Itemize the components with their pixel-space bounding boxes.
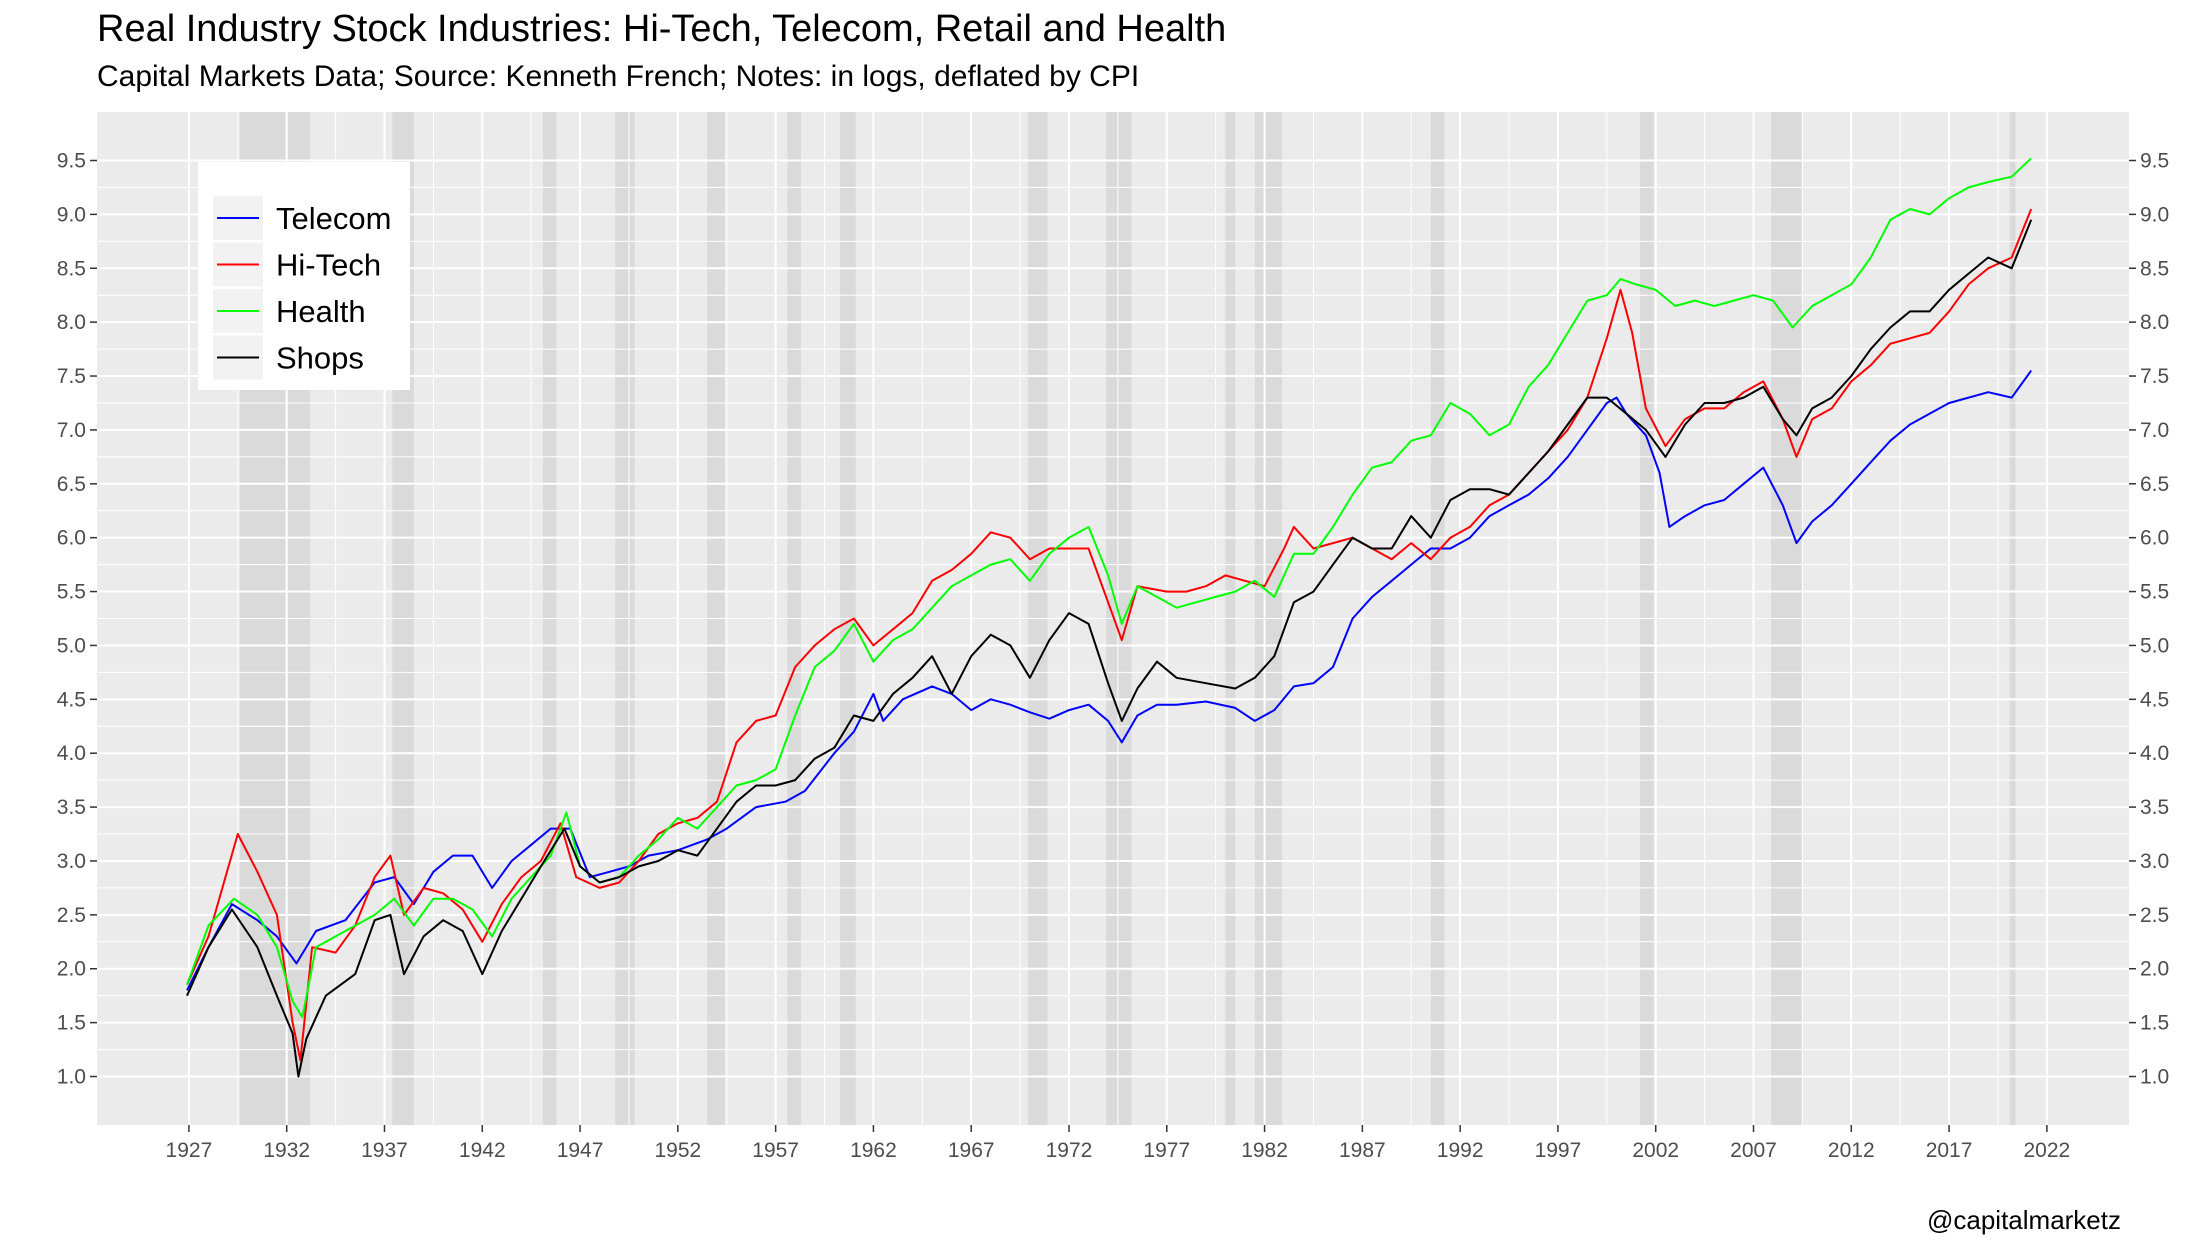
y-tick-label-right-2: 2.0 — [2140, 958, 2169, 981]
x-tick-label-11: 1982 — [1241, 1139, 1288, 1162]
y-tick-label-left-2: 2.0 — [57, 958, 86, 981]
y-tick-label-right-0: 1.0 — [2140, 1066, 2169, 1089]
chart-title: Real Industry Stock Industries: Hi-Tech,… — [97, 8, 1227, 50]
x-tick-label-1: 1932 — [263, 1139, 310, 1162]
legend: Telecom Hi-Tech Health Shops — [198, 162, 410, 390]
y-tick-label-right-4: 3.0 — [2140, 850, 2169, 873]
y-tick-label-right-13: 7.5 — [2140, 365, 2169, 388]
y-tick-label-right-12: 7.0 — [2140, 419, 2169, 442]
y-tick-label-right-17: 9.5 — [2140, 149, 2169, 172]
legend-label-health: Health — [276, 294, 366, 329]
x-tick-label-8: 1967 — [948, 1139, 995, 1162]
series-line-shops — [186, 219, 2033, 1078]
y-tick-label-right-14: 8.0 — [2140, 311, 2169, 334]
y-tick-label-left-9: 5.5 — [57, 581, 86, 604]
y-tick-label-left-3: 2.5 — [57, 904, 86, 927]
chart-subtitle: Capital Markets Data; Source: Kenneth Fr… — [97, 60, 1140, 93]
x-tick-label-0: 1927 — [166, 1139, 213, 1162]
legend-label-telecom: Telecom — [276, 201, 391, 236]
x-tick-label-19: 2022 — [2024, 1139, 2071, 1162]
grid-major — [97, 112, 2129, 1125]
y-tick-label-left-16: 9.0 — [57, 203, 86, 226]
axes: 1927 1932 1937 1942 1947 1952 1957 1962 1967 1972… — [57, 149, 2169, 1162]
x-tick-label-18: 2017 — [1926, 1139, 1973, 1162]
y-tick-label-right-9: 5.5 — [2140, 581, 2169, 604]
x-tick-label-4: 1947 — [557, 1139, 604, 1162]
y-tick-label-left-12: 7.0 — [57, 419, 86, 442]
y-tick-label-left-5: 3.5 — [57, 796, 86, 819]
y-tick-label-left-7: 4.5 — [57, 688, 86, 711]
y-tick-label-right-5: 3.5 — [2140, 796, 2169, 819]
series-line-hi-tech — [186, 208, 2033, 1062]
y-tick-label-right-8: 5.0 — [2140, 634, 2169, 657]
y-tick-label-right-3: 2.5 — [2140, 904, 2169, 927]
x-tick-label-17: 2012 — [1828, 1139, 1875, 1162]
y-tick-label-right-1: 1.5 — [2140, 1012, 2169, 1035]
y-tick-label-right-16: 9.0 — [2140, 203, 2169, 226]
x-tick-label-5: 1952 — [654, 1139, 701, 1162]
y-tick-label-left-17: 9.5 — [57, 149, 86, 172]
y-tick-label-left-8: 5.0 — [57, 634, 86, 657]
y-tick-label-left-14: 8.0 — [57, 311, 86, 334]
y-tick-label-left-4: 3.0 — [57, 850, 86, 873]
series-line-telecom — [186, 370, 2033, 991]
x-tick-label-6: 1957 — [752, 1139, 799, 1162]
y-tick-label-right-11: 6.5 — [2140, 473, 2169, 496]
y-tick-label-right-6: 4.0 — [2140, 742, 2169, 765]
y-tick-label-left-10: 6.0 — [57, 527, 86, 550]
y-tick-label-right-7: 4.5 — [2140, 688, 2169, 711]
x-tick-label-7: 1962 — [850, 1139, 897, 1162]
x-tick-label-10: 1977 — [1143, 1139, 1190, 1162]
y-tick-label-right-10: 6.0 — [2140, 527, 2169, 550]
y-tick-label-left-11: 6.5 — [57, 473, 86, 496]
x-tick-label-16: 2007 — [1730, 1139, 1777, 1162]
legend-label-shops: Shops — [276, 341, 364, 376]
series-line-health — [186, 157, 2032, 1019]
y-tick-label-left-0: 1.0 — [57, 1066, 86, 1089]
x-tick-label-3: 1942 — [459, 1139, 506, 1162]
y-tick-label-left-1: 1.5 — [57, 1012, 86, 1035]
y-tick-label-left-6: 4.0 — [57, 742, 86, 765]
x-tick-label-9: 1972 — [1046, 1139, 1093, 1162]
watermark: @capitalmarketz — [1926, 1205, 2121, 1235]
x-tick-label-13: 1992 — [1437, 1139, 1484, 1162]
x-tick-label-14: 1997 — [1535, 1139, 1582, 1162]
series-lines — [186, 157, 2033, 1078]
legend-label-hi-tech: Hi-Tech — [276, 248, 381, 283]
x-tick-label-12: 1987 — [1339, 1139, 1386, 1162]
y-tick-label-left-15: 8.5 — [57, 257, 86, 280]
y-tick-label-right-15: 8.5 — [2140, 257, 2169, 280]
x-tick-label-2: 1937 — [361, 1139, 408, 1162]
y-tick-label-left-13: 7.5 — [57, 365, 86, 388]
x-tick-label-15: 2002 — [1632, 1139, 1679, 1162]
